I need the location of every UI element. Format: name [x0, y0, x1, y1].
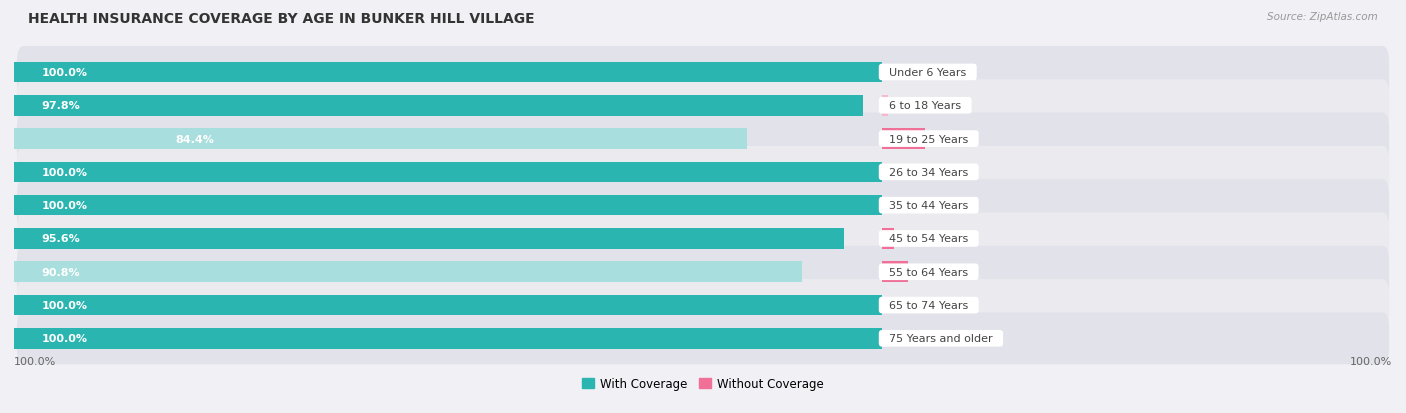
- Text: 100.0%: 100.0%: [42, 300, 87, 310]
- Text: 100.0%: 100.0%: [42, 167, 87, 178]
- Bar: [882, 262, 908, 282]
- FancyBboxPatch shape: [17, 280, 1389, 331]
- Text: HEALTH INSURANCE COVERAGE BY AGE IN BUNKER HILL VILLAGE: HEALTH INSURANCE COVERAGE BY AGE IN BUNK…: [28, 12, 534, 26]
- Text: Under 6 Years: Under 6 Years: [882, 68, 973, 78]
- Bar: [14, 162, 882, 183]
- Text: 9.3%: 9.3%: [921, 267, 950, 277]
- Text: 55 to 64 Years: 55 to 64 Years: [882, 267, 976, 277]
- Text: 35 to 44 Years: 35 to 44 Years: [882, 201, 976, 211]
- Text: 19 to 25 Years: 19 to 25 Years: [882, 134, 976, 144]
- Bar: [14, 228, 844, 249]
- Text: 26 to 34 Years: 26 to 34 Years: [882, 167, 976, 178]
- Text: 100.0%: 100.0%: [42, 334, 87, 344]
- Text: 6 to 18 Years: 6 to 18 Years: [882, 101, 969, 111]
- FancyBboxPatch shape: [17, 180, 1389, 232]
- Text: 0.0%: 0.0%: [896, 201, 924, 211]
- Text: 4.4%: 4.4%: [908, 234, 936, 244]
- Text: 95.6%: 95.6%: [42, 234, 80, 244]
- Bar: [882, 96, 889, 116]
- Text: 100.0%: 100.0%: [42, 201, 87, 211]
- FancyBboxPatch shape: [17, 313, 1389, 364]
- Bar: [14, 262, 803, 282]
- Text: Source: ZipAtlas.com: Source: ZipAtlas.com: [1267, 12, 1378, 22]
- Text: 97.8%: 97.8%: [42, 101, 80, 111]
- Text: 84.4%: 84.4%: [176, 134, 214, 144]
- Bar: [14, 62, 882, 83]
- Text: 0.0%: 0.0%: [896, 334, 924, 344]
- Text: 75 Years and older: 75 Years and older: [882, 334, 1000, 344]
- Bar: [14, 96, 863, 116]
- FancyBboxPatch shape: [17, 113, 1389, 165]
- FancyBboxPatch shape: [17, 246, 1389, 298]
- FancyBboxPatch shape: [17, 213, 1389, 265]
- Bar: [14, 295, 882, 316]
- Text: 100.0%: 100.0%: [42, 68, 87, 78]
- Text: 0.0%: 0.0%: [896, 167, 924, 178]
- Bar: [882, 129, 925, 150]
- Legend: With Coverage, Without Coverage: With Coverage, Without Coverage: [578, 373, 828, 395]
- Text: 90.8%: 90.8%: [42, 267, 80, 277]
- Bar: [14, 328, 882, 349]
- FancyBboxPatch shape: [17, 147, 1389, 198]
- FancyBboxPatch shape: [17, 80, 1389, 132]
- Text: 0.0%: 0.0%: [896, 300, 924, 310]
- Text: 2.2%: 2.2%: [903, 101, 931, 111]
- Text: 100.0%: 100.0%: [1350, 356, 1392, 366]
- Bar: [882, 228, 894, 249]
- Text: 15.6%: 15.6%: [939, 134, 974, 144]
- Text: 100.0%: 100.0%: [14, 356, 56, 366]
- Text: 65 to 74 Years: 65 to 74 Years: [882, 300, 976, 310]
- Bar: [14, 129, 747, 150]
- Text: 0.0%: 0.0%: [896, 68, 924, 78]
- Text: 45 to 54 Years: 45 to 54 Years: [882, 234, 976, 244]
- Bar: [14, 195, 882, 216]
- FancyBboxPatch shape: [17, 47, 1389, 99]
